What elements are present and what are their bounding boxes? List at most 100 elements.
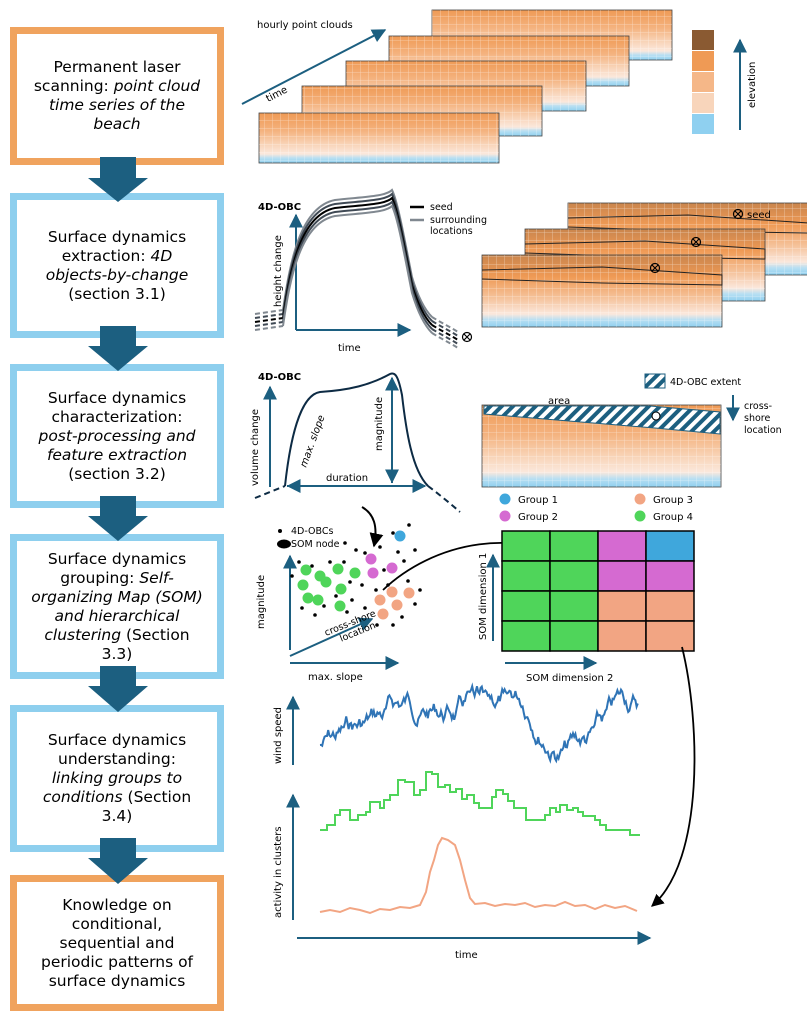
obc-volume-curve — [284, 372, 429, 487]
flow-arrows — [88, 157, 148, 884]
obc-point — [343, 541, 347, 545]
box-knowledge-patterns: Knowledge on conditional, sequential and… — [10, 875, 224, 1011]
obc-curve-dash — [254, 325, 284, 331]
extent-seed-icon — [651, 411, 661, 421]
obc-point — [350, 598, 354, 602]
seed-marker-cross — [651, 264, 659, 272]
som-cell — [501, 560, 551, 592]
legend-group-1: Group 1 — [518, 495, 558, 506]
box-surface-dynamics-characterization: Surface dynamics characterization: post-… — [10, 364, 224, 508]
som-node-3 — [374, 594, 386, 606]
legend-group-2: Group 2 — [518, 512, 558, 523]
obc-height-curve — [282, 204, 433, 334]
seed-marker-icon — [732, 208, 744, 220]
som-node-3 — [391, 599, 403, 611]
som-node-4 — [297, 579, 309, 591]
obc-point — [290, 574, 294, 578]
cross-shore-line3: location — [744, 425, 782, 436]
obc-curve-dash — [254, 321, 284, 327]
som-node-3 — [377, 608, 389, 620]
obc-point — [402, 559, 406, 563]
legend-group-dot — [499, 493, 511, 505]
obc-point — [382, 568, 386, 572]
elevation-label: elevation — [747, 62, 758, 108]
obc-point — [322, 604, 326, 608]
som-cell — [645, 530, 695, 562]
som-cell — [645, 560, 695, 592]
som-cell — [645, 620, 695, 652]
som-node-4 — [302, 592, 314, 604]
obc-point — [378, 545, 382, 549]
obc-point — [300, 606, 304, 610]
seed-tile-grid — [482, 255, 722, 327]
group3-activity-series — [319, 836, 638, 915]
cross-shore-diag-label: cross-shore location — [323, 607, 384, 649]
obc-point — [391, 531, 395, 535]
obc-point — [391, 623, 395, 627]
panel-understanding: wind speed activity in clusters time — [273, 682, 652, 961]
magnitude-label: magnitude — [374, 397, 385, 451]
som-node-1 — [394, 530, 406, 542]
som-cell — [501, 530, 551, 562]
legend-group-4: Group 4 — [653, 512, 693, 523]
obc-height-curve — [282, 192, 433, 322]
som-node-4 — [332, 563, 344, 575]
elevation-colorbar — [692, 30, 714, 134]
activity-label: activity in clusters — [273, 826, 284, 918]
som-cell — [549, 590, 599, 622]
legend-surrounding-line1: surrounding — [430, 215, 487, 226]
time-label-5: time — [455, 950, 478, 961]
obc-point — [360, 583, 364, 587]
obc-height-curve — [282, 196, 433, 326]
crossshore-axis-4 — [289, 617, 374, 657]
seed-marker-cross — [692, 238, 700, 246]
obc-point — [363, 551, 367, 555]
legend-group-dot — [634, 510, 646, 522]
som-node-4 — [335, 583, 347, 595]
som-cell — [597, 590, 647, 622]
group4-activity-series — [320, 771, 640, 836]
obc-point — [374, 588, 378, 592]
max-slope-label-4: max. slope — [308, 672, 363, 683]
seed-marker-icon — [649, 262, 661, 274]
max-slope-label: max. slope — [298, 414, 327, 469]
legend-seed: seed — [430, 202, 453, 213]
som-node-2 — [365, 553, 377, 565]
som-cell — [597, 530, 647, 562]
time-marker-icon — [461, 331, 473, 343]
obc-curve-dash — [431, 320, 459, 337]
wind-speed-series — [319, 682, 639, 764]
obc-point — [348, 580, 352, 584]
height-change-label: height change — [273, 235, 284, 307]
som-node-4 — [320, 576, 332, 588]
panel-point-clouds: hourly point clouds time elevation — [241, 9, 758, 164]
point-cloud-grid — [259, 113, 499, 163]
panel3-title: 4D-OBC — [258, 372, 301, 383]
magnitude-label-4: magnitude — [256, 575, 267, 629]
cross-shore-line2: shore — [744, 413, 770, 424]
som-node-4 — [300, 564, 312, 576]
som-cell — [501, 620, 551, 652]
som-dim2-label: SOM dimension 2 — [526, 673, 613, 684]
volume-change-label: volume change — [250, 409, 261, 486]
obc-outline — [481, 266, 723, 286]
panel-grouping: 4D-OBCs SOM node magnitude max. slope cr… — [256, 493, 696, 907]
panel-characterization: 4D-OBC volume change magnitude max. slop… — [250, 372, 782, 513]
time-marker-cross — [463, 333, 471, 341]
obc-curve-dash — [254, 309, 284, 315]
legend-extent: 4D-OBC extent — [670, 377, 741, 388]
wind-speed-label: wind speed — [273, 707, 284, 764]
som-cell — [597, 560, 647, 592]
som-node-3 — [386, 586, 398, 598]
obc-curve-dash — [254, 313, 284, 319]
obc-point — [413, 602, 417, 606]
time-label: time — [264, 85, 289, 105]
som-node-4 — [334, 600, 346, 612]
obc-height-curve — [282, 188, 433, 318]
seed-marker-label: seed — [747, 210, 771, 221]
som-node-2 — [367, 567, 379, 579]
som-cell — [549, 530, 599, 562]
obc-point — [375, 623, 379, 627]
obc-point — [354, 548, 358, 552]
